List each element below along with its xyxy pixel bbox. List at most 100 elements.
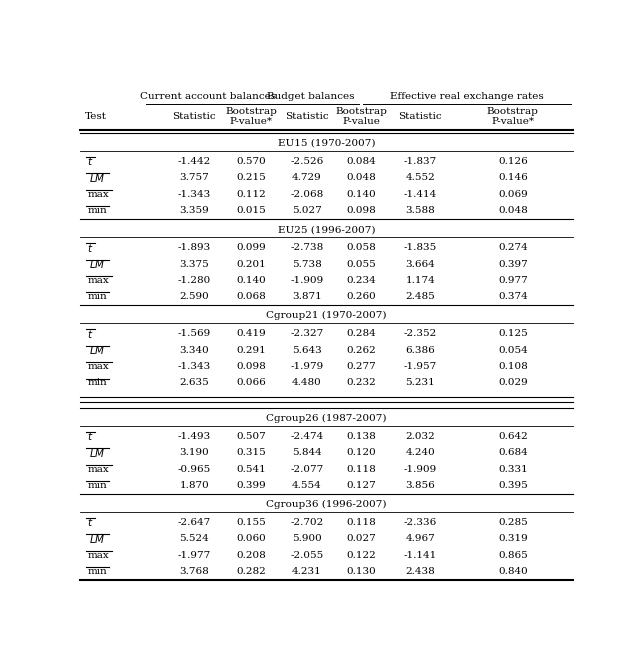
Text: $t$: $t$ bbox=[87, 155, 94, 167]
Text: 5.643: 5.643 bbox=[292, 346, 322, 355]
Text: 0.068: 0.068 bbox=[236, 292, 266, 301]
Text: 0.397: 0.397 bbox=[498, 260, 527, 268]
Text: 0.541: 0.541 bbox=[236, 465, 266, 474]
Text: 0.331: 0.331 bbox=[498, 465, 527, 474]
Text: -1.893: -1.893 bbox=[178, 243, 211, 252]
Text: 0.098: 0.098 bbox=[236, 362, 266, 371]
Text: 3.359: 3.359 bbox=[180, 206, 210, 215]
Text: 3.664: 3.664 bbox=[405, 260, 435, 268]
Text: Cgroup21 (1970-2007): Cgroup21 (1970-2007) bbox=[266, 311, 387, 320]
Text: 0.048: 0.048 bbox=[346, 173, 376, 182]
Text: 0.146: 0.146 bbox=[498, 173, 527, 182]
Text: 0.234: 0.234 bbox=[346, 276, 376, 285]
Text: 0.084: 0.084 bbox=[346, 157, 376, 166]
Text: 3.340: 3.340 bbox=[180, 346, 210, 355]
Text: -2.474: -2.474 bbox=[290, 432, 324, 441]
Text: -1.977: -1.977 bbox=[178, 551, 211, 560]
Text: 0.374: 0.374 bbox=[498, 292, 527, 301]
Text: 0.060: 0.060 bbox=[236, 534, 266, 543]
Text: 0.865: 0.865 bbox=[498, 551, 527, 560]
Text: Cgroup26 (1987-2007): Cgroup26 (1987-2007) bbox=[266, 414, 387, 423]
Text: 0.282: 0.282 bbox=[236, 567, 266, 576]
Text: $LM$: $LM$ bbox=[89, 258, 106, 270]
Text: -1.493: -1.493 bbox=[178, 432, 211, 441]
Text: 0.262: 0.262 bbox=[346, 346, 376, 355]
Text: 0.120: 0.120 bbox=[346, 448, 376, 458]
Text: 4.240: 4.240 bbox=[405, 448, 435, 458]
Text: $LM$: $LM$ bbox=[89, 344, 106, 356]
Text: min: min bbox=[87, 378, 107, 388]
Text: 6.386: 6.386 bbox=[405, 346, 435, 355]
Text: Current account balances: Current account balances bbox=[140, 92, 276, 101]
Text: 0.155: 0.155 bbox=[236, 518, 266, 527]
Text: 0.048: 0.048 bbox=[498, 206, 527, 215]
Text: max: max bbox=[88, 190, 110, 198]
Text: $t$: $t$ bbox=[87, 430, 94, 442]
Text: 5.231: 5.231 bbox=[405, 378, 435, 388]
Text: 5.738: 5.738 bbox=[292, 260, 322, 268]
Text: -1.909: -1.909 bbox=[404, 465, 437, 474]
Text: 4.729: 4.729 bbox=[292, 173, 322, 182]
Text: 1.174: 1.174 bbox=[405, 276, 435, 285]
Text: -2.647: -2.647 bbox=[178, 518, 211, 527]
Text: 0.319: 0.319 bbox=[498, 534, 527, 543]
Text: 0.201: 0.201 bbox=[236, 260, 266, 268]
Text: 5.900: 5.900 bbox=[292, 534, 322, 543]
Text: -2.055: -2.055 bbox=[290, 551, 324, 560]
Text: -2.327: -2.327 bbox=[290, 329, 324, 338]
Text: Bootstrap
P-value: Bootstrap P-value bbox=[335, 107, 387, 126]
Text: 4.480: 4.480 bbox=[292, 378, 322, 388]
Text: 5.524: 5.524 bbox=[180, 534, 210, 543]
Text: 0.395: 0.395 bbox=[498, 481, 527, 490]
Text: 0.315: 0.315 bbox=[236, 448, 266, 458]
Text: $LM$: $LM$ bbox=[89, 172, 106, 184]
Text: -1.569: -1.569 bbox=[178, 329, 211, 338]
Text: EU15 (1970-2007): EU15 (1970-2007) bbox=[278, 139, 375, 148]
Text: -2.702: -2.702 bbox=[290, 518, 324, 527]
Text: Test: Test bbox=[85, 112, 106, 121]
Text: -1.835: -1.835 bbox=[404, 243, 437, 252]
Text: -1.141: -1.141 bbox=[404, 551, 437, 560]
Text: 5.027: 5.027 bbox=[292, 206, 322, 215]
Text: 0.232: 0.232 bbox=[346, 378, 376, 388]
Text: -2.352: -2.352 bbox=[404, 329, 437, 338]
Text: 0.055: 0.055 bbox=[346, 260, 376, 268]
Text: 0.215: 0.215 bbox=[236, 173, 266, 182]
Text: -2.068: -2.068 bbox=[290, 190, 324, 198]
Text: Cgroup36 (1996-2007): Cgroup36 (1996-2007) bbox=[266, 500, 387, 509]
Text: -2.738: -2.738 bbox=[290, 243, 324, 252]
Text: -1.837: -1.837 bbox=[404, 157, 437, 166]
Text: 0.260: 0.260 bbox=[346, 292, 376, 301]
Text: 0.125: 0.125 bbox=[498, 329, 527, 338]
Text: 0.140: 0.140 bbox=[236, 276, 266, 285]
Text: 3.757: 3.757 bbox=[180, 173, 210, 182]
Text: 0.069: 0.069 bbox=[498, 190, 527, 198]
Text: min: min bbox=[87, 481, 107, 490]
Text: 2.485: 2.485 bbox=[405, 292, 435, 301]
Text: 0.507: 0.507 bbox=[236, 432, 266, 441]
Text: 3.588: 3.588 bbox=[405, 206, 435, 215]
Text: 0.122: 0.122 bbox=[346, 551, 376, 560]
Text: Statistic: Statistic bbox=[399, 112, 442, 121]
Text: 0.027: 0.027 bbox=[346, 534, 376, 543]
Text: 0.138: 0.138 bbox=[346, 432, 376, 441]
Text: $t$: $t$ bbox=[87, 517, 94, 529]
Text: 2.590: 2.590 bbox=[180, 292, 210, 301]
Text: -1.280: -1.280 bbox=[178, 276, 211, 285]
Text: 0.284: 0.284 bbox=[346, 329, 376, 338]
Text: 0.130: 0.130 bbox=[346, 567, 376, 576]
Text: -0.965: -0.965 bbox=[178, 465, 211, 474]
Text: -2.077: -2.077 bbox=[290, 465, 324, 474]
Text: 3.856: 3.856 bbox=[405, 481, 435, 490]
Text: 5.844: 5.844 bbox=[292, 448, 322, 458]
Text: 0.274: 0.274 bbox=[498, 243, 527, 252]
Text: EU25 (1996-2007): EU25 (1996-2007) bbox=[278, 225, 375, 234]
Text: 0.015: 0.015 bbox=[236, 206, 266, 215]
Text: 0.285: 0.285 bbox=[498, 518, 527, 527]
Text: 0.840: 0.840 bbox=[498, 567, 527, 576]
Text: max: max bbox=[88, 465, 110, 474]
Text: -1.979: -1.979 bbox=[290, 362, 324, 371]
Text: 4.552: 4.552 bbox=[405, 173, 435, 182]
Text: -1.909: -1.909 bbox=[290, 276, 324, 285]
Text: 2.438: 2.438 bbox=[405, 567, 435, 576]
